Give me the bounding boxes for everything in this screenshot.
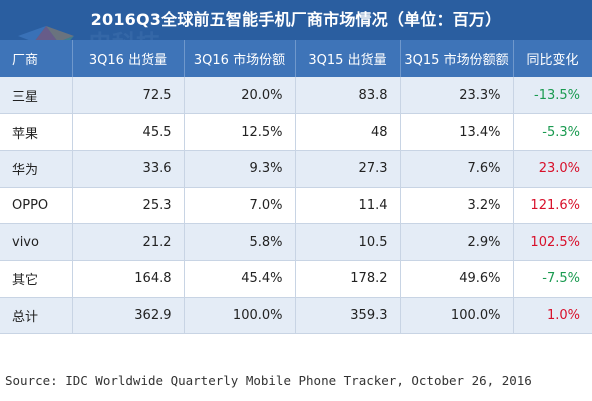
yoy-change-cell: 102.5% [513, 223, 592, 261]
chart-title: 2016Q3全球前五智能手机厂商市场情况（单位：百万） [0, 0, 592, 40]
column-header-3q16-shipments: 3Q16 出货量 [72, 40, 185, 77]
yoy-change-cell: 121.6% [513, 187, 592, 225]
shipments-3q16-cell: 362.9 [72, 297, 185, 335]
yoy-change-cell: -7.5% [513, 260, 592, 298]
brand-cell: 三星 [0, 77, 73, 115]
share-3q15-cell: 2.9% [400, 223, 514, 261]
shipments-3q15-cell: 11.4 [295, 187, 401, 225]
shipments-3q16-cell: 72.5 [72, 77, 185, 115]
brand-cell: 苹果 [0, 113, 73, 151]
share-3q15-cell: 49.6% [400, 260, 514, 298]
share-3q16-cell: 45.4% [184, 260, 296, 298]
column-header-yoy-change: 同比变化 [513, 40, 592, 77]
brand-cell: 总计 [0, 297, 73, 335]
column-header-3q15-share: 3Q15 市场份额额 [400, 40, 514, 77]
share-3q16-cell: 9.3% [184, 150, 296, 188]
market-share-table: 厂商 3Q16 出货量 3Q16 市场份额 3Q15 出货量 3Q15 市场份额… [0, 40, 592, 335]
share-3q16-cell: 7.0% [184, 187, 296, 225]
shipments-3q15-cell: 178.2 [295, 260, 401, 298]
brand-cell: vivo [0, 223, 73, 261]
yoy-change-cell: -5.3% [513, 113, 592, 151]
table-row: 三星 72.5 20.0% 83.8 23.3% -13.5% [0, 77, 592, 115]
table-row: 总计 362.9 100.0% 359.3 100.0% 1.0% [0, 297, 592, 335]
share-3q15-cell: 23.3% [400, 77, 514, 115]
share-3q16-cell: 12.5% [184, 113, 296, 151]
table-row: 华为 33.6 9.3% 27.3 7.6% 23.0% [0, 150, 592, 188]
shipments-3q15-cell: 10.5 [295, 223, 401, 261]
shipments-3q16-cell: 164.8 [72, 260, 185, 298]
column-header-brand: 厂商 [0, 40, 73, 77]
brand-cell: 其它 [0, 260, 73, 298]
table-header-row: 厂商 3Q16 出货量 3Q16 市场份额 3Q15 出货量 3Q15 市场份额… [0, 40, 592, 77]
source-note: Source: IDC Worldwide Quarterly Mobile P… [5, 373, 532, 388]
shipments-3q15-cell: 83.8 [295, 77, 401, 115]
share-3q15-cell: 13.4% [400, 113, 514, 151]
shipments-3q15-cell: 27.3 [295, 150, 401, 188]
shipments-3q16-cell: 21.2 [72, 223, 185, 261]
shipments-3q16-cell: 25.3 [72, 187, 185, 225]
shipments-3q16-cell: 33.6 [72, 150, 185, 188]
brand-cell: OPPO [0, 187, 73, 225]
yoy-change-cell: 23.0% [513, 150, 592, 188]
table-row: OPPO 25.3 7.0% 11.4 3.2% 121.6% [0, 187, 592, 225]
share-3q15-cell: 7.6% [400, 150, 514, 188]
shipments-3q15-cell: 359.3 [295, 297, 401, 335]
brand-cell: 华为 [0, 150, 73, 188]
yoy-change-cell: 1.0% [513, 297, 592, 335]
shipments-3q16-cell: 45.5 [72, 113, 185, 151]
table-row: 苹果 45.5 12.5% 48 13.4% -5.3% [0, 113, 592, 151]
table-body: 三星 72.5 20.0% 83.8 23.3% -13.5% 苹果 45.5 12.5% 48 1… [0, 77, 592, 335]
share-3q16-cell: 100.0% [184, 297, 296, 335]
table-row: vivo 21.2 5.8% 10.5 2.9% 102.5% [0, 223, 592, 261]
share-3q16-cell: 20.0% [184, 77, 296, 115]
table-row: 其它 164.8 45.4% 178.2 49.6% -7.5% [0, 260, 592, 298]
column-header-3q15-shipments: 3Q15 出货量 [295, 40, 401, 77]
share-3q15-cell: 3.2% [400, 187, 514, 225]
shipments-3q15-cell: 48 [295, 113, 401, 151]
yoy-change-cell: -13.5% [513, 77, 592, 115]
share-3q15-cell: 100.0% [400, 297, 514, 335]
share-3q16-cell: 5.8% [184, 223, 296, 261]
column-header-3q16-share: 3Q16 市场份额 [184, 40, 296, 77]
